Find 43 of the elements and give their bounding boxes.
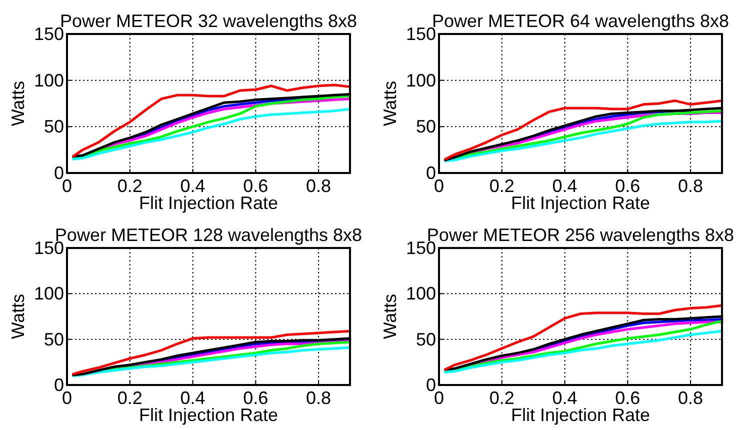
line-series [72,108,352,160]
line-series [444,304,724,371]
x-tick-label: 0.2 [489,388,514,408]
x-tick-label: 0.8 [306,176,332,196]
x-tick-label: 0.6 [243,176,268,196]
y-tick-label: 50 [44,329,64,350]
y-tick-label: 50 [416,116,436,137]
x-axis-title: Flit Injection Rate [138,193,278,213]
line-series [72,330,352,376]
y-tick-label: 0 [54,163,64,183]
x-tick-label: 0.8 [678,176,704,196]
y-tick-label: 0 [426,375,436,395]
x-axis-title: Flit Injection Rate [510,193,650,213]
x-axis-title: Flit Injection Rate [510,405,650,425]
x-tick-label: 0.2 [117,388,142,408]
x-tick-label: 0.6 [615,388,640,408]
y-tick-label: 50 [416,329,436,350]
y-tick-label: 100 [406,70,436,90]
y-tick-label: 100 [34,70,64,90]
y-tick-label: 100 [406,284,436,304]
x-tick-label: 0.2 [117,176,142,196]
y-axis-title: Watts [8,80,28,126]
x-axis-title: Flit Injection Rate [138,405,278,425]
y-tick-label: 0 [54,375,64,395]
y-axis-title: Watts [8,294,28,340]
line-series [469,320,724,366]
line-series [444,330,724,374]
line-series [444,120,724,162]
y-tick-label: 50 [44,116,64,137]
y-axis-title: Watts [380,294,400,340]
x-tick-label: 0.6 [243,388,268,408]
x-tick-label: 0.8 [678,388,704,408]
y-tick-label: 100 [34,284,64,304]
x-tick-label: 0.4 [552,388,578,408]
y-tick-label: 0 [426,163,436,183]
x-tick-label: 0.8 [306,388,332,408]
x-tick-label: 0.4 [180,388,206,408]
x-tick-label: 0.2 [489,176,514,196]
x-tick-label: 0.4 [552,176,578,196]
x-tick-label: 0.6 [615,176,640,196]
x-tick-label: 0.4 [180,176,206,196]
y-axis-title: Watts [380,80,400,126]
line-series [72,346,352,378]
